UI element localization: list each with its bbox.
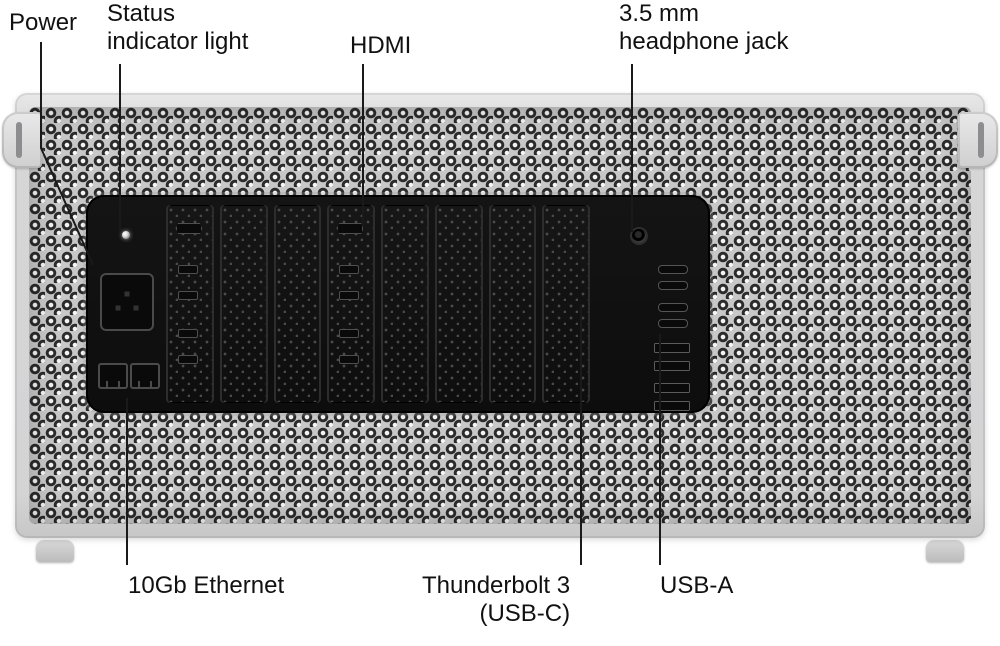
port-panel bbox=[86, 195, 710, 413]
mini-port-icon bbox=[339, 355, 359, 364]
thunderbolt-port-icon bbox=[658, 319, 688, 328]
status-indicator-light-icon bbox=[122, 231, 130, 239]
label-hdmi: HDMI bbox=[350, 32, 411, 60]
label-status: Status indicator light bbox=[107, 0, 248, 55]
chassis-foot bbox=[926, 540, 964, 562]
pcie-slot bbox=[166, 205, 214, 403]
chassis-foot bbox=[36, 540, 74, 562]
pcie-slot-row bbox=[166, 205, 590, 403]
pcie-slot bbox=[489, 205, 537, 403]
chassis-latch bbox=[2, 112, 42, 168]
mini-port-icon bbox=[339, 265, 359, 274]
label-ethernet: 10Gb Ethernet bbox=[128, 572, 284, 600]
pcie-slot bbox=[542, 205, 590, 403]
usb-a-port-icon bbox=[654, 383, 690, 393]
thunderbolt-port-icon bbox=[658, 281, 688, 290]
hdmi-port-icon bbox=[176, 223, 202, 234]
pcie-slot bbox=[381, 205, 429, 403]
usb-a-port-icon bbox=[654, 343, 690, 353]
io-column bbox=[596, 209, 696, 399]
label-usba: USB-A bbox=[660, 572, 733, 600]
pcie-slot bbox=[435, 205, 483, 403]
hdmi-port-icon bbox=[337, 223, 363, 234]
diagram-stage: { "meta": { "type": "infographic", "subj… bbox=[0, 0, 1000, 646]
usb-a-port-icon bbox=[654, 361, 690, 371]
usb-a-port-icon bbox=[654, 401, 690, 411]
pcie-slot bbox=[220, 205, 268, 403]
mini-port-icon bbox=[178, 291, 198, 300]
mini-port-icon bbox=[178, 265, 198, 274]
pcie-slot bbox=[327, 205, 375, 403]
label-jack: 3.5 mm headphone jack bbox=[619, 0, 788, 55]
label-power: Power bbox=[9, 9, 77, 37]
mini-port-icon bbox=[178, 355, 198, 364]
chassis-latch bbox=[958, 112, 998, 168]
ethernet-port-icon bbox=[130, 363, 160, 389]
mini-port-icon bbox=[178, 329, 198, 338]
label-tb3: Thunderbolt 3 (USB-C) bbox=[422, 572, 570, 627]
mini-port-icon bbox=[339, 291, 359, 300]
ethernet-port-icon bbox=[98, 363, 128, 389]
thunderbolt-port-icon bbox=[658, 303, 688, 312]
power-port-icon bbox=[100, 273, 154, 331]
thunderbolt-port-icon bbox=[658, 265, 688, 274]
pcie-slot bbox=[274, 205, 322, 403]
headphone-jack-icon bbox=[632, 229, 646, 243]
mini-port-icon bbox=[339, 329, 359, 338]
